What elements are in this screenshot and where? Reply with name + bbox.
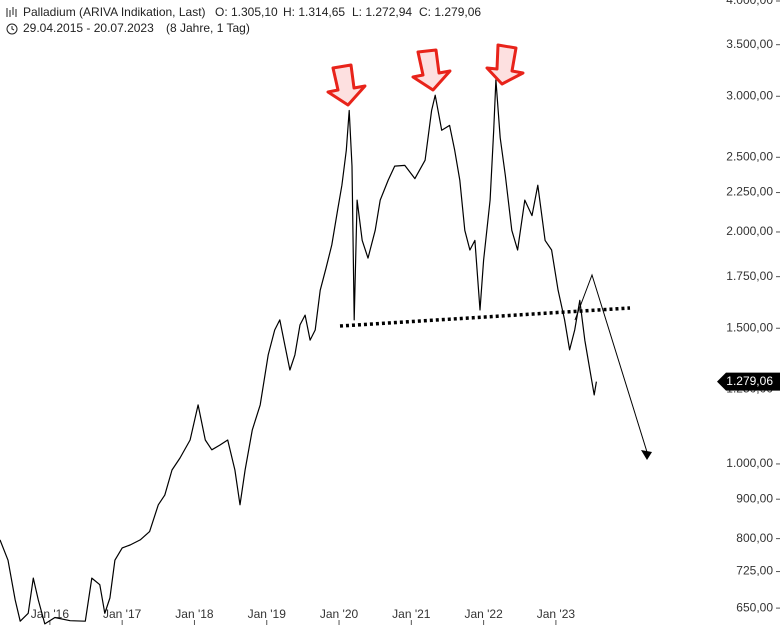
- x-tick-label: Jan '18: [175, 607, 214, 621]
- red-arrow: [485, 43, 525, 86]
- y-tick-label: 2.000,00: [726, 224, 773, 238]
- y-tick-label: 800,00: [736, 531, 773, 545]
- clock-icon: [6, 23, 18, 35]
- price-line: [0, 79, 597, 625]
- projection-line: [574, 273, 648, 453]
- x-tick-label: Jan '23: [537, 607, 576, 621]
- close-label: C: 1.279,06: [419, 5, 481, 19]
- last-price-label: 1.279,06: [726, 374, 773, 388]
- chart-title: Palladium (ARIVA Indikation, Last): [23, 5, 206, 19]
- y-tick-label: 1.000,00: [726, 456, 773, 470]
- chart-icon: [6, 7, 17, 17]
- period: (8 Jahre, 1 Tag): [166, 21, 250, 35]
- red-arrow: [411, 48, 452, 92]
- date-range: 29.04.2015 - 20.07.2023: [23, 21, 154, 35]
- projection-arrowhead: [641, 450, 652, 460]
- x-tick-label: Jan '20: [320, 607, 359, 621]
- annotations: [326, 43, 652, 460]
- plot-area: Jan '16 Jan '17 Jan '18 Jan '19 Jan '20 Jan '…: [0, 79, 597, 625]
- y-tick-label: 4.000,00: [726, 0, 773, 7]
- open-label: O: 1.305,10: [215, 5, 278, 19]
- y-tick-label: 2.250,00: [726, 185, 773, 199]
- high-label: H: 1.314,65: [283, 5, 345, 19]
- y-axis: 4.000,00 3.500,00 3.000,00 2.500,00 2.250,00…: [717, 0, 780, 614]
- x-tick-label: Jan '19: [248, 607, 287, 621]
- y-tick-label: 3.000,00: [726, 88, 773, 102]
- y-tick-label: 3.500,00: [726, 37, 773, 51]
- y-tick-label: 725,00: [736, 564, 773, 578]
- header: Palladium (ARIVA Indikation, Last) O: 1.…: [6, 5, 481, 35]
- x-tick-label: Jan '17: [103, 607, 142, 621]
- y-tick-label: 650,00: [736, 600, 773, 614]
- y-tick-label: 2.500,00: [726, 149, 773, 163]
- x-tick-label: Jan '22: [464, 607, 503, 621]
- neckline: [339, 306, 631, 328]
- red-arrow: [326, 63, 367, 107]
- y-tick-label: 1.750,00: [726, 269, 773, 283]
- y-tick-label: 1.500,00: [726, 320, 773, 334]
- x-tick-label: Jan '21: [392, 607, 431, 621]
- last-price-tag: [717, 372, 780, 391]
- low-label: L: 1.272,94: [352, 5, 412, 19]
- x-tick-label: Jan '16: [31, 607, 70, 621]
- y-tick-label: 900,00: [736, 491, 773, 505]
